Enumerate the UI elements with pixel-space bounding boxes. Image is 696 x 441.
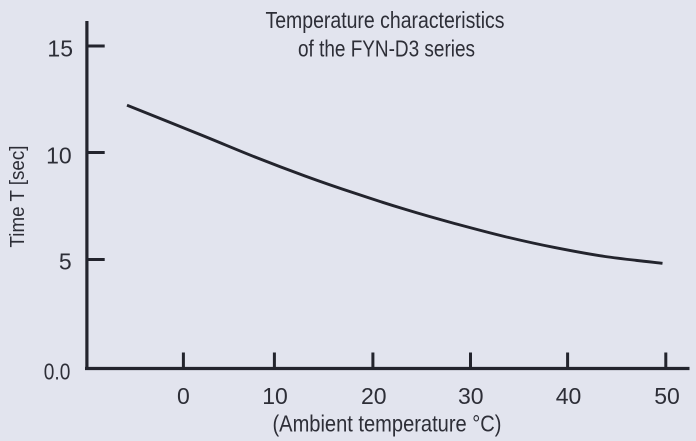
svg-text:of the FYN-D3 series: of the FYN-D3 series <box>298 35 475 61</box>
svg-text:50: 50 <box>654 383 680 409</box>
svg-text:(Ambient temperature °C): (Ambient temperature °C) <box>273 411 502 437</box>
svg-text:40: 40 <box>556 383 582 409</box>
svg-text:10: 10 <box>46 143 72 169</box>
svg-text:0.0: 0.0 <box>44 359 71 385</box>
svg-text:10: 10 <box>262 383 288 409</box>
svg-text:Temperature characteristics: Temperature characteristics <box>266 7 505 33</box>
svg-text:Time T [sec]: Time T [sec] <box>7 146 29 248</box>
svg-text:30: 30 <box>458 383 484 409</box>
svg-text:0: 0 <box>177 383 190 409</box>
svg-text:20: 20 <box>361 383 387 409</box>
svg-text:5: 5 <box>59 249 72 275</box>
svg-text:15: 15 <box>47 36 73 62</box>
